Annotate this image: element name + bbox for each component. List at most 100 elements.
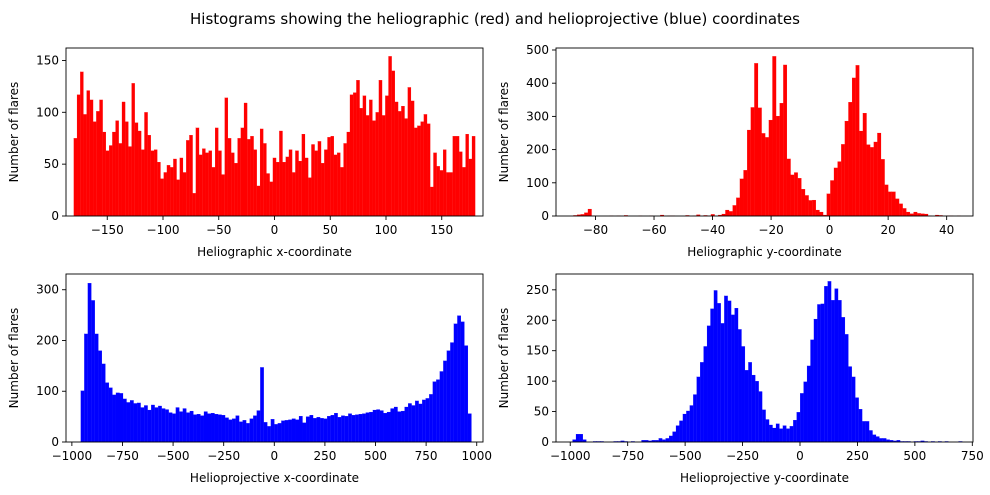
histogram-bar xyxy=(288,419,293,443)
histogram-bar xyxy=(112,131,116,217)
histogram-bar xyxy=(327,137,331,217)
histogram-bar xyxy=(161,408,166,443)
histogram-bar xyxy=(376,409,381,443)
histogram-bar xyxy=(158,405,162,443)
histogram-bar xyxy=(92,121,97,217)
histogram-bar xyxy=(154,149,158,217)
histogram-bar xyxy=(772,427,777,443)
histogram-bar xyxy=(186,412,190,443)
histogram-bar xyxy=(844,334,849,443)
histogram-bar xyxy=(320,163,325,217)
axes-frame xyxy=(555,273,974,443)
histogram-bar xyxy=(182,408,187,443)
histogram-bar xyxy=(875,436,880,443)
histogram-bar xyxy=(833,167,838,217)
histogram-bar xyxy=(464,345,469,443)
histogram-bar xyxy=(430,186,434,217)
histogram-bar xyxy=(426,123,431,217)
y-tick-label: 500 xyxy=(526,43,549,57)
histogram-bar xyxy=(295,150,299,217)
histogram-bar xyxy=(446,350,451,443)
histogram-bar xyxy=(337,417,342,443)
histogram-bar xyxy=(295,419,300,443)
histogram-bar xyxy=(837,300,842,443)
histogram-bar xyxy=(150,150,155,217)
histogram-bar xyxy=(866,144,871,217)
histogram-bar xyxy=(203,411,208,443)
histogram-bar xyxy=(134,122,139,217)
y-tick-label: 100 xyxy=(526,176,549,190)
histogram-bar xyxy=(224,97,229,217)
histogram-bar xyxy=(144,405,148,443)
histogram-bar xyxy=(831,300,835,443)
helioprojective-x-histogram: −1000 −750 −500 −250 0 250 500 750 1000 0 100 200 30… xyxy=(7,273,492,485)
y-tick-label: 250 xyxy=(526,283,549,297)
histogram-bar xyxy=(757,107,762,217)
histogram-bar xyxy=(121,101,126,217)
histogram-bar xyxy=(877,132,882,217)
histogram-bar xyxy=(793,420,797,443)
histogram-bar xyxy=(284,420,289,443)
y-axis-label: Number of flares xyxy=(497,82,511,183)
histogram-bar xyxy=(140,407,145,443)
histogram-bar xyxy=(112,394,117,443)
histogram-bar xyxy=(794,172,798,217)
histogram-bar xyxy=(340,167,344,217)
histogram-bar xyxy=(276,161,280,217)
histogram-bar xyxy=(848,366,852,443)
histogram-bar xyxy=(165,409,169,443)
histogram-bar xyxy=(693,394,697,443)
histogram-bar xyxy=(272,157,277,217)
x-tick-label: 40 xyxy=(939,223,954,237)
histogram-bar xyxy=(355,414,359,443)
histogram-bar xyxy=(772,56,777,217)
x-tick-label: −20 xyxy=(758,223,783,237)
histogram-bar xyxy=(94,333,99,443)
heliographic-x-histogram: −150 −100 −50 0 50 100 150 0 50 100 150 Heliographi… xyxy=(7,47,484,259)
x-tick-label: 500 xyxy=(364,449,387,463)
histogram-bar xyxy=(879,438,883,443)
histogram-bar xyxy=(353,92,357,217)
histogram-bar xyxy=(277,423,282,443)
histogram-bar xyxy=(872,434,877,443)
histogram-bar xyxy=(327,416,331,443)
y-tick-label: 200 xyxy=(36,333,59,347)
histogram-bar xyxy=(744,370,749,443)
histogram-bar xyxy=(417,125,421,217)
histogram-bar xyxy=(471,136,476,217)
x-tick-label: −750 xyxy=(611,449,644,463)
histogram-bar xyxy=(281,420,285,443)
histogram-bar xyxy=(803,381,808,443)
histogram-bar xyxy=(452,136,457,217)
histogram-bar xyxy=(804,195,809,217)
x-tick-label: 500 xyxy=(903,449,926,463)
histogram-bar xyxy=(242,420,247,443)
histogram-bar xyxy=(862,421,866,443)
histogram-bar xyxy=(446,172,450,217)
histogram-bar xyxy=(259,128,264,217)
histogram-bar xyxy=(291,418,296,443)
histogram-bar xyxy=(105,382,110,443)
histogram-bar xyxy=(292,172,296,217)
histogram-bar xyxy=(679,420,683,443)
histogram-bar xyxy=(269,181,273,217)
histogram-bar xyxy=(80,71,84,217)
histogram-bar xyxy=(122,398,127,443)
histogram-bar xyxy=(378,80,383,217)
histogram-bar xyxy=(324,149,328,217)
histogram-bar xyxy=(372,120,376,217)
histogram-bar xyxy=(115,392,120,443)
histogram-bar xyxy=(330,415,335,443)
histogram-bar xyxy=(333,154,338,217)
y-tick-label: 100 xyxy=(36,384,59,398)
histogram-bar xyxy=(260,367,264,443)
histogram-bar xyxy=(884,184,889,217)
histogram-bar xyxy=(231,152,235,217)
x-tick-label: −500 xyxy=(669,449,702,463)
x-tick-label: 20 xyxy=(880,223,895,237)
histogram-bar xyxy=(732,205,737,217)
histogram-bar xyxy=(888,191,892,217)
histogram-bar xyxy=(179,411,183,443)
histogram-bar xyxy=(298,160,302,217)
histogram-bar xyxy=(320,418,324,443)
